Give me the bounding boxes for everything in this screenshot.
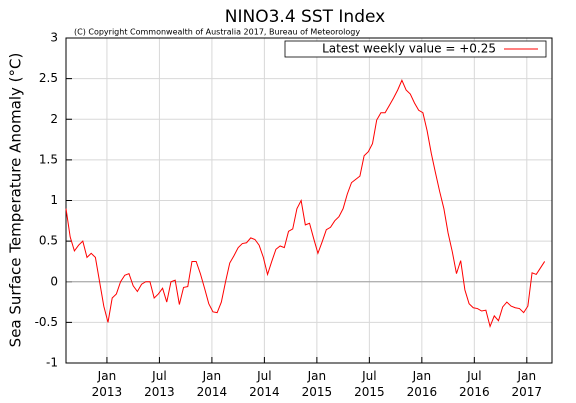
x-tick-label: Jul 2016	[459, 369, 490, 399]
x-tick-label: Jan 2017	[512, 369, 543, 399]
x-tick-label: Jul 2015	[354, 369, 385, 399]
copyright-annotation: (C) Copyright Commonwealth of Australia …	[74, 28, 360, 37]
y-axis-label: Sea Surface Temperature Anomaly (°C)	[7, 53, 25, 348]
y-tick-label: -1	[46, 356, 58, 370]
plot-frame	[65, 37, 553, 364]
y-tick-label: 3	[50, 31, 58, 45]
data-line	[65, 78, 546, 329]
y-tick-label: -0.5	[35, 315, 58, 329]
x-tick-label: Jan 2015	[302, 369, 333, 399]
chart-title: NINO3.4 SST Index	[225, 7, 385, 27]
legend-box	[284, 40, 547, 58]
y-tick-label: 2	[50, 112, 58, 126]
x-tick-label: Jan 2013	[92, 369, 123, 399]
y-tick-label: 0	[50, 274, 58, 288]
legend-label: Latest weekly value = +0.25	[322, 42, 496, 56]
x-tick-label: Jul 2014	[249, 369, 280, 399]
y-tick-label: 1	[50, 193, 58, 207]
y-tick-label: 0.5	[39, 234, 58, 248]
x-tick-label: Jan 2014	[197, 369, 228, 399]
y-tick-label: 2.5	[39, 71, 58, 85]
x-tick-label: Jan 2016	[407, 369, 438, 399]
x-tick-label: Jul 2013	[144, 369, 175, 399]
y-tick-label: 1.5	[39, 152, 58, 166]
